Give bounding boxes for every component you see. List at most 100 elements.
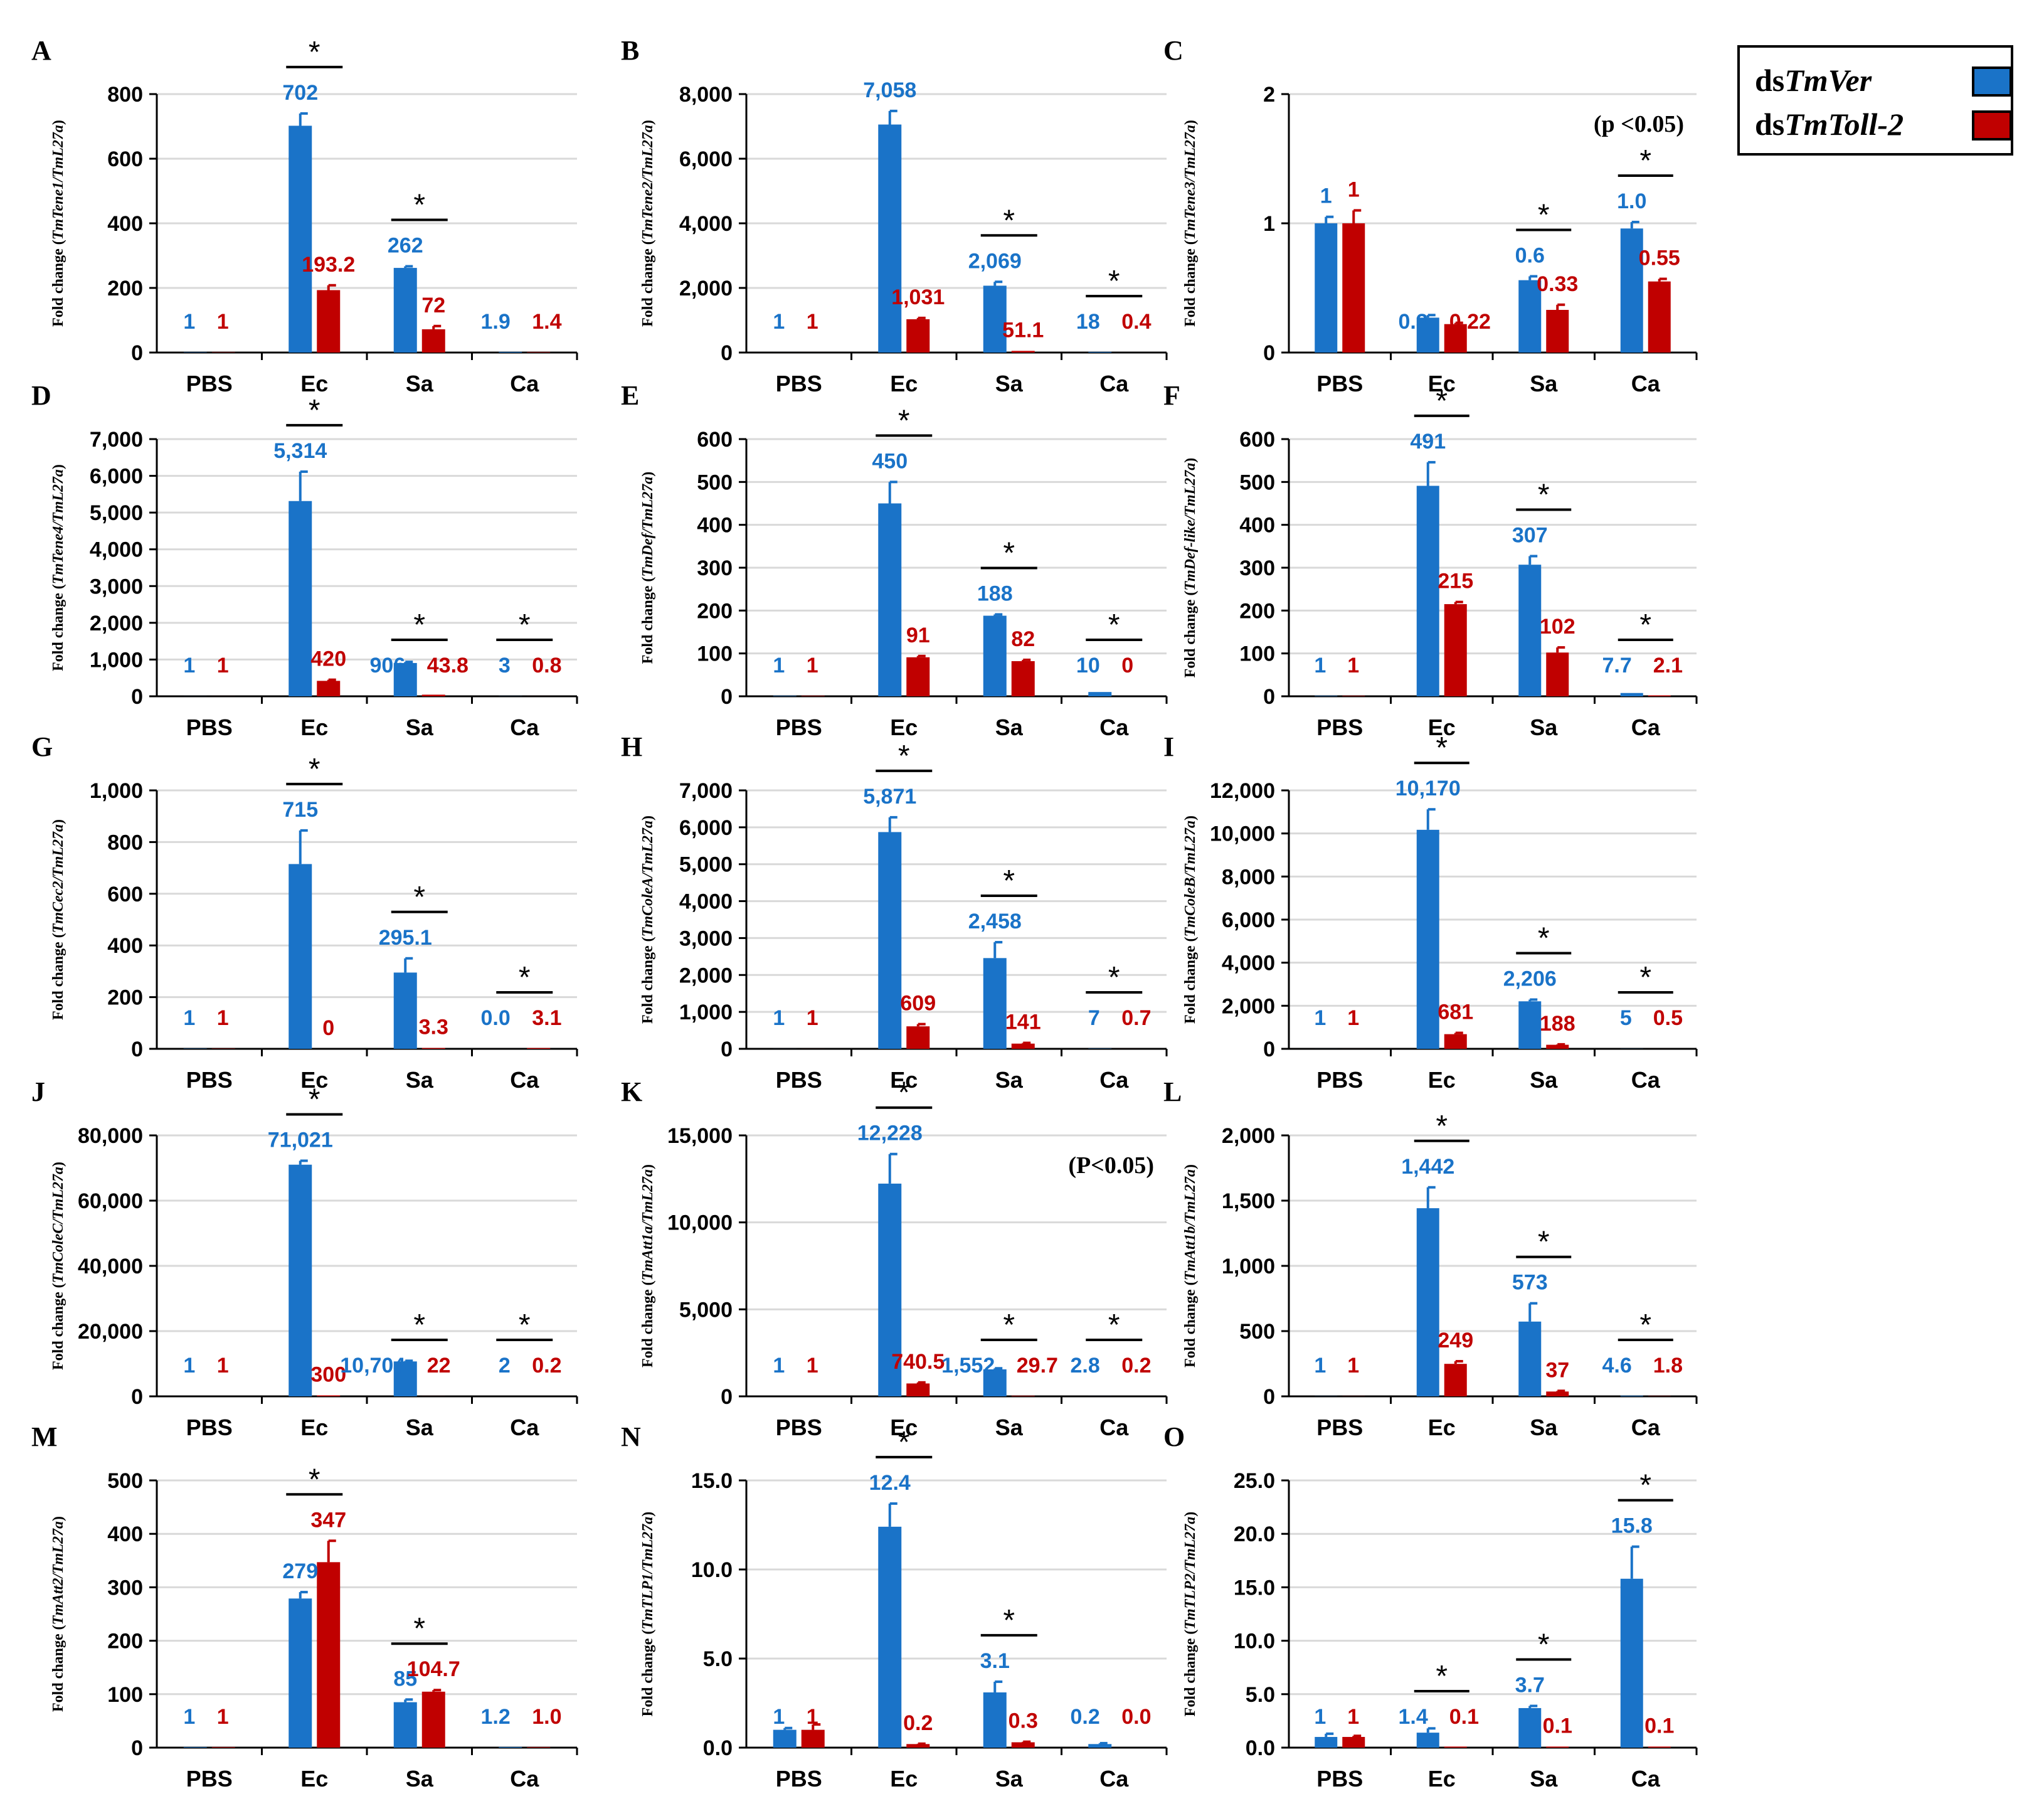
data-label-dsTmVer: 7.7: [1602, 654, 1631, 677]
panel-k: K 0 5,000 10,000 15,000 Fold change (TmAtt1a/…: [621, 1076, 1168, 1440]
y-tick-label: 2,000: [679, 277, 733, 300]
y-tick-label: 6,000: [90, 465, 143, 489]
data-label-dsTmVer: 1: [183, 1354, 195, 1378]
bar-dsTmToll-2: [421, 1048, 445, 1049]
bar-dsTmVer: [878, 124, 902, 353]
y-axis-label: Fold change (TmTene2/TmL27a): [640, 120, 656, 327]
y-tick-label: 10.0: [1234, 1630, 1275, 1654]
data-label-dsTmVer: 2,206: [1503, 967, 1557, 991]
bar-dsTmVer: [289, 1598, 312, 1748]
x-tick-label: Sa: [406, 714, 434, 740]
bar-dsTmVer: [393, 1702, 417, 1748]
data-label-dsTmToll-2: 0: [322, 1016, 334, 1040]
y-axis-label-prefix: Fold change (: [1182, 1630, 1199, 1717]
bar-dsTmVer: [1620, 228, 1643, 353]
panel-letter: C: [1163, 35, 1184, 66]
data-label-dsTmToll-2: 1: [217, 310, 229, 334]
significance-asterisk: *: [1538, 922, 1550, 955]
data-label-dsTmToll-2: 91: [906, 624, 930, 647]
significance-asterisk: *: [1436, 731, 1448, 765]
y-tick-label: 400: [107, 212, 143, 236]
data-label-dsTmVer: 3.1: [980, 1649, 1010, 1673]
x-tick-label: Ca: [1099, 1415, 1129, 1440]
significance-asterisk: *: [1436, 385, 1448, 418]
y-axis-label-suffix: ): [50, 1516, 66, 1521]
significance-asterisk: *: [898, 1076, 910, 1110]
data-label-dsTmToll-2: 1: [807, 654, 818, 677]
bar-dsTmVer: [1315, 1736, 1338, 1748]
y-axis-label-prefix: Fold change (: [50, 1283, 66, 1370]
data-label-dsTmToll-2: 1: [217, 654, 229, 677]
x-tick-label: Sa: [406, 371, 434, 396]
bar-dsTmToll-2: [317, 290, 341, 353]
x-tick-label: Ec: [1428, 1415, 1456, 1440]
bar-dsTmVer: [878, 1183, 902, 1396]
significance-asterisk: *: [1538, 1628, 1550, 1662]
panel-letter: A: [31, 35, 51, 66]
y-tick-label: 80,000: [78, 1124, 143, 1148]
x-tick-label: Ca: [1631, 1067, 1661, 1093]
y-axis-label-gene: TmTene2/TmL27a: [640, 125, 656, 240]
bar-dsTmVer: [983, 1369, 1007, 1396]
panel-letter: O: [1163, 1421, 1185, 1452]
y-tick-label: 5,000: [90, 501, 143, 525]
bar-dsTmVer: [1518, 1321, 1542, 1396]
data-label-dsTmVer: 2,458: [968, 910, 1022, 933]
bar-dsTmToll-2: [527, 352, 551, 353]
bar-dsTmVer: [983, 285, 1007, 353]
data-label-dsTmToll-2: 104.7: [407, 1657, 460, 1681]
bar-dsTmToll-2: [211, 1747, 235, 1748]
data-label-dsTmVer: 1: [183, 1705, 195, 1729]
y-axis-label: Fold change (TmCec2/TmL27a): [50, 819, 66, 1020]
data-label-dsTmVer: 71,021: [268, 1128, 333, 1152]
x-tick-label: Ec: [300, 371, 328, 396]
y-axis-label-gene: TmTLP2/TmL27a: [1182, 1517, 1199, 1630]
y-axis-label-prefix: Fold change (: [640, 1630, 656, 1717]
bar-dsTmToll-2: [1444, 1034, 1467, 1049]
data-label-dsTmVer: 188: [977, 581, 1013, 605]
significance-asterisk: *: [1108, 265, 1120, 298]
data-label-dsTmVer: 307: [1512, 524, 1548, 548]
bar-dsTmToll-2: [1444, 1364, 1467, 1396]
legend-toll-prefix: ds: [1755, 107, 1785, 142]
x-tick-label: Sa: [1530, 1067, 1558, 1093]
panel-letter: M: [31, 1421, 58, 1452]
y-tick-label: 6,000: [679, 147, 733, 171]
x-tick-label: Ca: [510, 1067, 539, 1093]
y-tick-label: 200: [1239, 599, 1275, 623]
y-axis-label-suffix: ): [640, 1164, 656, 1169]
significance-asterisk: *: [1108, 1309, 1120, 1342]
data-label-dsTmToll-2: 1: [217, 1705, 229, 1729]
y-tick-label: 500: [697, 470, 733, 494]
y-tick-label: 20,000: [78, 1320, 143, 1344]
y-axis-label-prefix: Fold change (: [640, 937, 656, 1024]
bar-dsTmToll-2: [1546, 1391, 1569, 1396]
x-tick-label: Ec: [890, 371, 918, 396]
data-label-dsTmToll-2: 0.4: [1121, 310, 1151, 334]
x-tick-label: Ca: [1099, 714, 1129, 740]
data-label-dsTmVer: 1: [773, 1006, 785, 1030]
panel-g: G 0 200 400 600 800 1,000 Fold change (TmCec2/T…: [31, 731, 578, 1093]
data-label-dsTmToll-2: 0.33: [1537, 272, 1578, 296]
x-tick-label: Ca: [510, 371, 539, 396]
bar-dsTmToll-2: [317, 1395, 341, 1396]
data-label-dsTmToll-2: 29.7: [1017, 1354, 1058, 1378]
data-label-dsTmToll-2: 1: [807, 1354, 818, 1378]
x-tick-label: Ca: [1631, 1766, 1661, 1792]
y-axis-label-prefix: Fold change (: [50, 584, 66, 671]
significance-asterisk: *: [1538, 479, 1550, 512]
x-tick-label: Ca: [510, 1766, 539, 1792]
y-tick-label: 400: [107, 934, 143, 958]
bar-dsTmVer: [983, 958, 1007, 1049]
x-tick-label: Ec: [890, 1766, 918, 1792]
significance-asterisk: *: [1108, 608, 1120, 642]
significance-asterisk: *: [519, 608, 531, 642]
significance-asterisk: *: [1108, 961, 1120, 994]
y-tick-label: 20.0: [1234, 1522, 1275, 1546]
legend-ver-prefix: ds: [1755, 63, 1785, 98]
legend-toll-italic: TmToll-2: [1784, 107, 1904, 142]
bar-dsTmVer: [393, 972, 417, 1049]
data-label-dsTmToll-2: 0.1: [1543, 1714, 1572, 1738]
bar-dsTmVer: [1518, 1001, 1542, 1049]
